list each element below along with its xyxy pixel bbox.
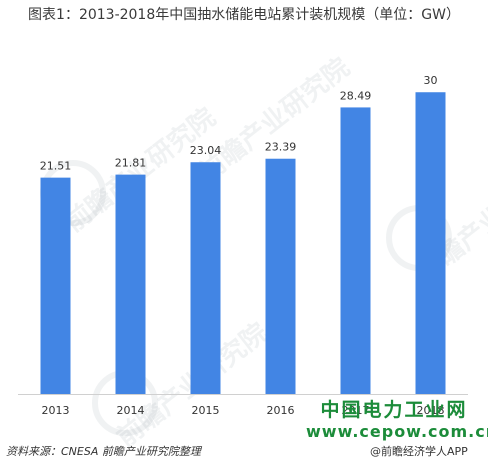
x-tick-label-2013: 2013 [42, 404, 70, 417]
site-watermark-url: www.cepow.com.cn [306, 422, 488, 441]
source-note: 资料来源：CNESA 前瞻产业研究院整理 [6, 445, 201, 458]
data-label-2016: 23.39 [265, 141, 297, 154]
site-watermark-name: 中国电力工业网 [320, 399, 468, 421]
bar-2015 [190, 162, 221, 394]
x-tick-label-2017: 2017 [342, 404, 370, 417]
bar-2018 [415, 92, 446, 394]
x-tick-label-2018: 2018 [417, 404, 445, 417]
x-tick-label-2014: 2014 [117, 404, 145, 417]
data-label-2015: 23.04 [190, 144, 222, 157]
site-watermark: 中国电力工业网 www.cepow.com.cn [306, 398, 488, 442]
bar-2017 [340, 107, 371, 394]
bar-2014 [115, 174, 146, 394]
data-label-2013: 21.51 [40, 160, 72, 173]
data-label-2018: 30 [424, 74, 438, 87]
data-label-2017: 28.49 [340, 89, 372, 102]
x-tick-label-2016: 2016 [267, 404, 295, 417]
x-tick-label-2015: 2015 [192, 404, 220, 417]
data-label-2014: 21.81 [115, 157, 147, 170]
bar-2013 [40, 177, 71, 394]
app-watermark: @前瞻经济学人APP [370, 445, 468, 458]
bar-2016 [265, 158, 296, 394]
chart-title: 图表1：2013-2018年中国抽水储能电站累计装机规模（单位：GW） [28, 7, 460, 23]
